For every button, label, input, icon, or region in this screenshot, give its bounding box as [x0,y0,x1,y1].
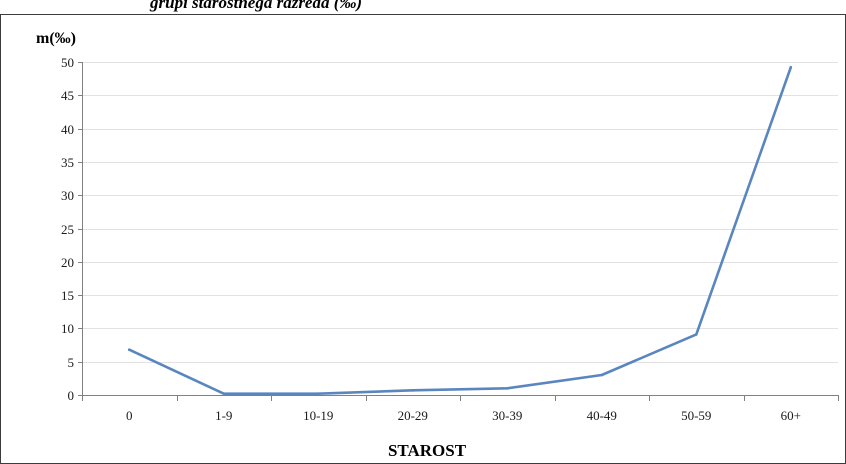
data-point-0 [127,348,131,352]
data-point-1-9 [222,392,226,395]
x-tick-label: 1-9 [215,408,232,423]
x-tick-label: 10-19 [303,408,333,423]
x-tick-label: 60+ [781,408,801,423]
data-point-20-29 [411,389,415,392]
data-point-30-39 [505,387,509,390]
y-tick-label: 20 [61,255,74,270]
data-point-60+ [789,66,793,69]
x-axis-ticks: 0 1-9 10-19 20-29 30-39 40-49 50-59 60+ [126,408,801,423]
y-tick-label: 30 [61,188,74,203]
y-tick-label: 0 [68,388,75,403]
data-point-40-49 [600,373,604,377]
data-series [127,66,793,396]
y-tick-label: 40 [61,122,74,137]
x-tick-label: 0 [126,408,133,423]
data-point-50-59 [694,333,698,336]
chart-header-text: grupi starostnega razreda (‰) [149,0,362,12]
y-tick-label: 45 [61,88,74,103]
series-line-0 [128,66,793,396]
y-tick-label: 10 [61,321,74,336]
y-axis-title: m(‰) [36,30,76,47]
x-tick-label: 30-39 [492,408,522,423]
y-axis-ticks: 0 5 10 15 20 25 30 35 40 45 50 [61,55,74,403]
y-tick-label: 35 [61,155,74,170]
axes [78,62,839,401]
gridlines [82,62,838,363]
y-tick-label: 5 [68,355,75,370]
chart-frame-border [0,14,846,464]
y-tick-label: 50 [61,55,74,70]
y-tick-label: 25 [61,222,74,237]
x-tick-label: 50-59 [681,408,711,423]
data-point-10-19 [316,392,320,395]
x-tick-label: 20-29 [398,408,428,423]
y-tick-label: 15 [61,288,74,303]
x-tick-label: 40-49 [587,408,617,423]
x-axis-title: STAROST [388,441,467,460]
